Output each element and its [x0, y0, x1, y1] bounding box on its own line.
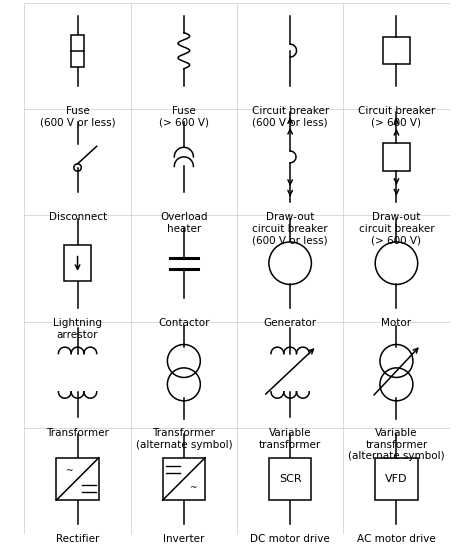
Text: Overload
heater: Overload heater: [160, 212, 208, 234]
Text: Circuit breaker
(> 600 V): Circuit breaker (> 600 V): [358, 106, 435, 127]
Bar: [71, 34, 84, 67]
Text: ~: ~: [65, 466, 73, 475]
Text: Lightning
arrestor: Lightning arrestor: [53, 318, 102, 340]
Bar: [163, 458, 205, 500]
Text: Circuit breaker
(600 V or less): Circuit breaker (600 V or less): [252, 106, 329, 127]
Bar: [269, 458, 311, 500]
Bar: [375, 458, 418, 500]
Text: Variable
transformer
(alternate symbol): Variable transformer (alternate symbol): [348, 428, 445, 461]
Bar: [64, 245, 91, 281]
Text: Rectifier: Rectifier: [56, 534, 99, 544]
Bar: [383, 143, 410, 171]
Text: Fuse
(600 V or less): Fuse (600 V or less): [40, 106, 115, 127]
Text: Fuse
(> 600 V): Fuse (> 600 V): [159, 106, 209, 127]
Text: Inverter: Inverter: [163, 534, 205, 544]
Text: Transformer: Transformer: [46, 428, 109, 438]
Text: Variable
transformer: Variable transformer: [259, 428, 321, 450]
Text: ~: ~: [189, 483, 196, 492]
Text: AC motor drive: AC motor drive: [357, 534, 436, 544]
Text: Disconnect: Disconnect: [48, 212, 107, 222]
Text: Draw-out
circuit breaker
(> 600 V): Draw-out circuit breaker (> 600 V): [359, 212, 434, 246]
Bar: [56, 458, 99, 500]
Text: Draw-out
circuit breaker
(600 V or less): Draw-out circuit breaker (600 V or less): [252, 212, 328, 246]
Bar: [383, 37, 410, 65]
Text: DC motor drive: DC motor drive: [250, 534, 330, 544]
Text: Contactor: Contactor: [158, 318, 210, 328]
Text: Generator: Generator: [264, 318, 317, 328]
Text: SCR: SCR: [279, 474, 301, 484]
Text: VFD: VFD: [385, 474, 408, 484]
Text: Transformer
(alternate symbol): Transformer (alternate symbol): [136, 428, 232, 450]
Text: Motor: Motor: [382, 318, 411, 328]
